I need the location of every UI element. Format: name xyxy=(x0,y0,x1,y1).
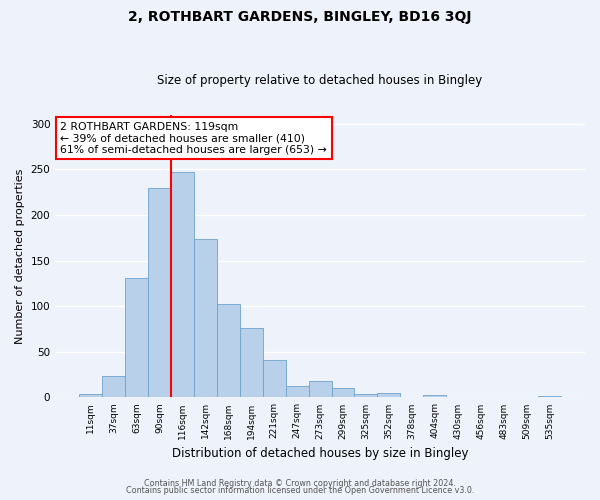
Bar xyxy=(308,381,332,398)
Bar xyxy=(355,394,377,398)
Bar xyxy=(102,376,125,398)
Text: 2, ROTHBART GARDENS, BINGLEY, BD16 3QJ: 2, ROTHBART GARDENS, BINGLEY, BD16 3QJ xyxy=(128,10,472,24)
X-axis label: Distribution of detached houses by size in Bingley: Distribution of detached houses by size … xyxy=(172,447,469,460)
Bar xyxy=(332,388,355,398)
Bar xyxy=(286,386,308,398)
Bar xyxy=(171,172,194,398)
Text: Contains HM Land Registry data © Crown copyright and database right 2024.: Contains HM Land Registry data © Crown c… xyxy=(144,478,456,488)
Bar xyxy=(79,394,102,398)
Bar xyxy=(538,396,561,398)
Bar xyxy=(194,238,217,398)
Bar xyxy=(263,360,286,398)
Text: Contains public sector information licensed under the Open Government Licence v3: Contains public sector information licen… xyxy=(126,486,474,495)
Bar xyxy=(148,188,171,398)
Bar xyxy=(423,394,446,398)
Text: 2 ROTHBART GARDENS: 119sqm
← 39% of detached houses are smaller (410)
61% of sem: 2 ROTHBART GARDENS: 119sqm ← 39% of deta… xyxy=(61,122,327,155)
Bar xyxy=(217,304,240,398)
Y-axis label: Number of detached properties: Number of detached properties xyxy=(15,168,25,344)
Title: Size of property relative to detached houses in Bingley: Size of property relative to detached ho… xyxy=(157,74,483,87)
Bar xyxy=(125,278,148,398)
Bar xyxy=(240,328,263,398)
Bar xyxy=(377,393,400,398)
